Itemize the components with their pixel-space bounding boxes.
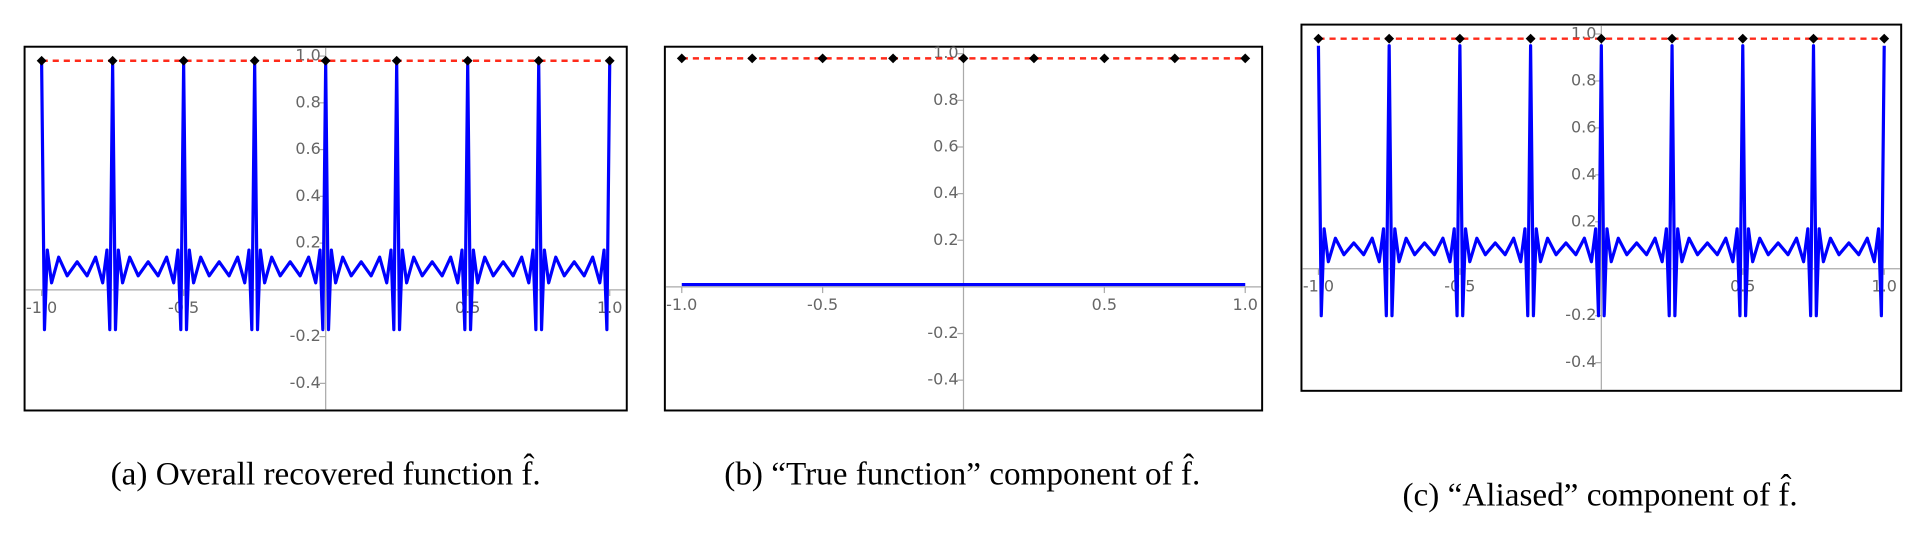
x-tick-label: -0.5 (168, 298, 199, 317)
y-tick-label: 0.6 (933, 136, 958, 155)
y-tick-label: -0.2 (1565, 305, 1596, 324)
curve (1316, 44, 1886, 318)
y-tick-label: 0.4 (295, 186, 320, 205)
y-tick-label: 0.8 (933, 90, 958, 109)
y-tick-label: -0.4 (290, 373, 321, 392)
sample-point (107, 55, 118, 66)
sample-point (604, 55, 615, 66)
sample-point (1454, 33, 1465, 44)
caption: (c) “Aliased” component of f̂. (1403, 473, 1798, 513)
sample-point (1525, 33, 1536, 44)
caption: (b) “True function” component of f̂. (724, 452, 1200, 492)
sample-point (36, 55, 47, 66)
x-tick-label: 0.5 (455, 298, 480, 317)
sample-point (817, 53, 828, 64)
y-tick-label: 0.8 (295, 92, 320, 111)
x-tick-label: 1.0 (1233, 295, 1258, 314)
sample-point (747, 53, 758, 64)
x-tick-label: -1.0 (1303, 277, 1334, 296)
x-tick-label: 1.0 (597, 298, 622, 317)
x-tick-label: 1.0 (1872, 277, 1897, 296)
panel: -1.0 -0.5 0.5 1.0-0.4-0.20.20.40.60.81.0(b)… (663, 43, 1264, 492)
sample-point (1879, 33, 1890, 44)
y-tick-label: 0.2 (295, 233, 320, 252)
y-tick-label: -0.2 (290, 326, 321, 345)
y-tick-label: -0.4 (927, 370, 958, 389)
y-tick-label: 0.4 (933, 183, 958, 202)
sample-point (391, 55, 402, 66)
x-tick-label: 0.5 (1730, 277, 1755, 296)
sample-point (1240, 53, 1251, 64)
y-tick-label: 0.4 (1571, 164, 1596, 183)
sample-point (958, 53, 969, 64)
y-tick-label: 0.8 (1571, 70, 1596, 89)
x-tick-label: 0.5 (1092, 295, 1117, 314)
x-tick-label: -0.5 (1444, 277, 1475, 296)
y-tick-label: 0.2 (1571, 211, 1596, 230)
y-tick-label: 0.6 (1571, 117, 1596, 136)
sample-point (1169, 53, 1180, 64)
y-tick-label: 0.2 (933, 230, 958, 249)
panel: -1.0 -0.5 0.5 1.0-0.4-0.20.20.40.60.81.0(a)… (23, 46, 628, 492)
panel: -1.0 -0.5 0.5 1.0-0.4-0.20.20.40.60.81.0(c)… (1300, 23, 1903, 513)
y-tick-label: -0.2 (927, 323, 958, 342)
x-tick-label: -1.0 (26, 298, 57, 317)
sample-point (1667, 33, 1677, 44)
sample-point (1313, 33, 1324, 44)
sample-point (249, 55, 260, 66)
sample-point (178, 55, 189, 66)
sample-point (1099, 53, 1110, 64)
x-tick-label: -1.0 (666, 295, 697, 314)
sample-point (888, 53, 898, 64)
y-tick-label: -0.4 (1565, 352, 1596, 371)
sample-point (676, 53, 687, 64)
sample-point (1029, 53, 1039, 64)
sample-point (462, 55, 473, 66)
caption: (a) Overall recovered function f̂. (111, 452, 541, 492)
sample-point (320, 55, 331, 66)
sample-point (1737, 33, 1748, 44)
sample-point (1808, 33, 1819, 44)
x-tick-label: -0.5 (807, 295, 838, 314)
sample-point (1384, 33, 1395, 44)
y-tick-label: 0.6 (295, 139, 320, 158)
